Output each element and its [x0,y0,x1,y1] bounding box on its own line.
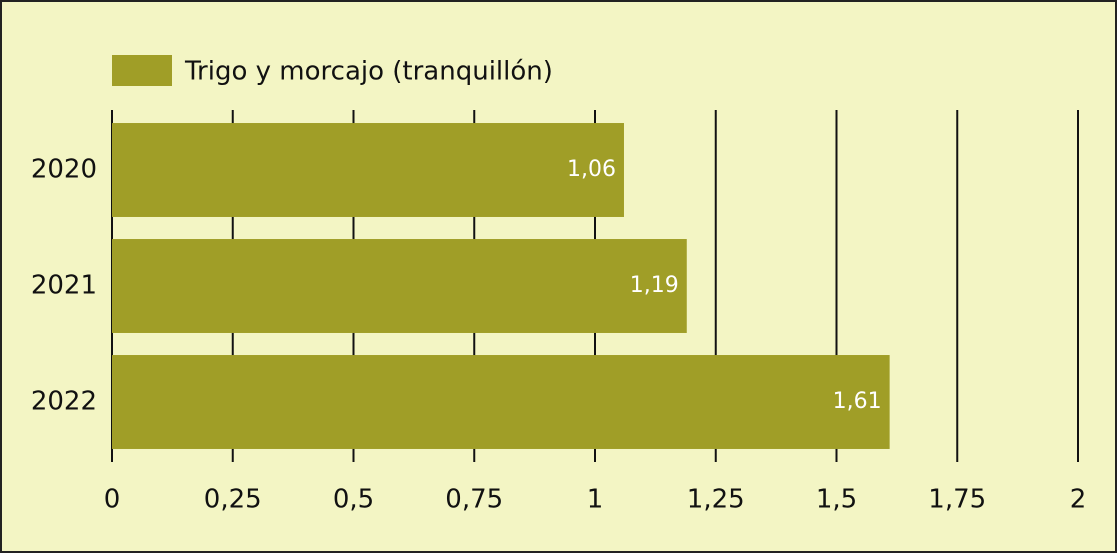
bar [112,239,687,333]
x-tick-label: 2 [1070,485,1087,515]
x-tick-label: 1 [587,485,604,515]
x-tick-label: 0 [104,485,121,515]
value-label: 1,19 [630,273,679,298]
y-tick-label: 2020 [31,155,97,185]
bar [112,355,890,449]
x-tick-label: 1,25 [687,485,745,515]
x-tick-label: 1,5 [816,485,857,515]
y-tick-label: 2021 [31,271,97,301]
value-label: 1,61 [833,389,882,414]
x-tick-label: 0,75 [445,485,503,515]
x-tick-label: 0,25 [204,485,262,515]
y-tick-label: 2022 [31,387,97,417]
x-tick-label: 1,75 [928,485,986,515]
legend-label: Trigo y morcajo (tranquillón) [184,57,553,87]
legend-swatch [112,55,172,86]
value-label: 1,06 [567,157,616,182]
bar [112,123,624,217]
x-tick-label: 0,5 [333,485,374,515]
